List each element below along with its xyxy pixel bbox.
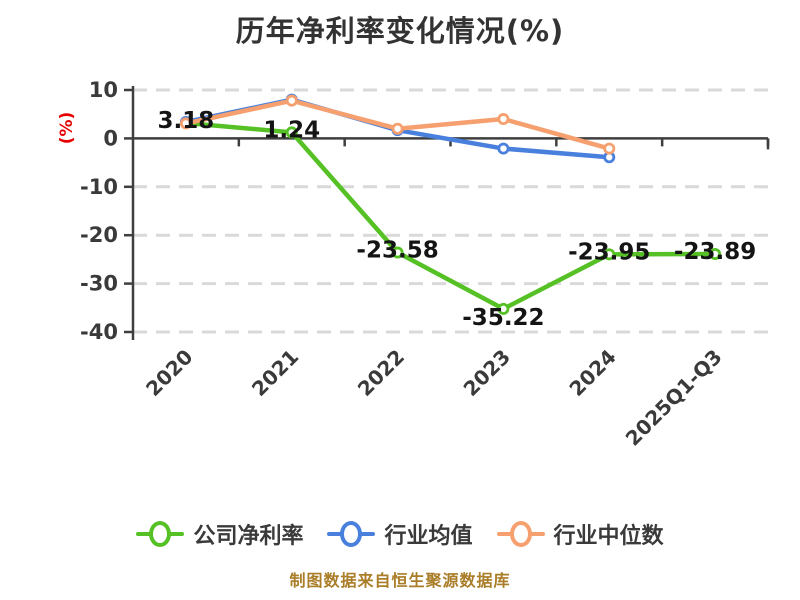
legend-marker-industry-average-icon	[327, 520, 376, 548]
series-marker-industry-median-2021	[285, 94, 298, 107]
legend-label-industry-median: 行业中位数	[553, 524, 664, 549]
y-tick-label--30: -30	[80, 272, 118, 296]
series-marker-company-net-margin-2022	[391, 246, 404, 259]
chart-legend: 公司净利率 行业均值 行业中位数	[0, 518, 800, 550]
data-label-company-net-margin-2022: -23.58	[356, 238, 438, 264]
series-marker-company-net-margin-2025Q1-Q3	[709, 248, 722, 261]
x-tick-label-2024: 2024	[564, 345, 620, 401]
y-tick-label-10: 10	[89, 78, 118, 102]
x-tick-label-2020: 2020	[141, 345, 197, 401]
y-tick-label-0: 0	[103, 126, 118, 150]
x-tick-label-2022: 2022	[353, 345, 409, 401]
y-axis-title: (%)	[57, 112, 77, 145]
legend-item-company-net-margin: 公司净利率	[136, 518, 303, 550]
series-marker-industry-median-2024	[603, 142, 616, 155]
y-tick-label--20: -20	[80, 223, 118, 247]
data-label-company-net-margin-2020: 3.18	[158, 108, 215, 134]
series-marker-industry-median-2022	[391, 122, 404, 135]
y-tick-label--40: -40	[80, 320, 118, 344]
series-marker-company-net-margin-2021	[285, 126, 298, 139]
y-tick-label--10: -10	[80, 175, 118, 199]
data-label-company-net-margin-2021: 1.24	[263, 117, 320, 143]
legend-label-industry-average: 行业均值	[384, 524, 473, 549]
data-label-company-net-margin-2025Q1-Q3: -23.89	[674, 239, 756, 265]
data-label-company-net-margin-2023: -35.22	[462, 305, 544, 331]
series-marker-industry-average-2023	[497, 142, 510, 155]
series-marker-industry-median-2023	[497, 113, 510, 126]
x-tick-label-2021: 2021	[247, 345, 303, 401]
data-source-note: 制图数据来自恒生聚源数据库	[289, 571, 511, 590]
series-marker-industry-median-2020	[179, 117, 192, 130]
x-tick-label-2023: 2023	[459, 345, 515, 401]
x-tick-label-2025Q1-Q3: 2025Q1-Q3	[621, 345, 727, 451]
series-marker-company-net-margin-2024	[603, 248, 616, 261]
data-label-company-net-margin-2024: -23.95	[568, 239, 650, 265]
legend-marker-industry-median-icon	[496, 520, 545, 548]
series-marker-company-net-margin-2023	[497, 302, 510, 315]
legend-marker-company-net-margin-icon	[136, 520, 185, 548]
legend-label-company-net-margin: 公司净利率	[193, 524, 304, 549]
legend-item-industry-median: 行业中位数	[496, 518, 664, 550]
chart-title: 历年净利率变化情况(%)	[235, 14, 565, 48]
legend-item-industry-average: 行业均值	[327, 518, 473, 550]
series-line-company-net-margin	[183, 120, 718, 312]
